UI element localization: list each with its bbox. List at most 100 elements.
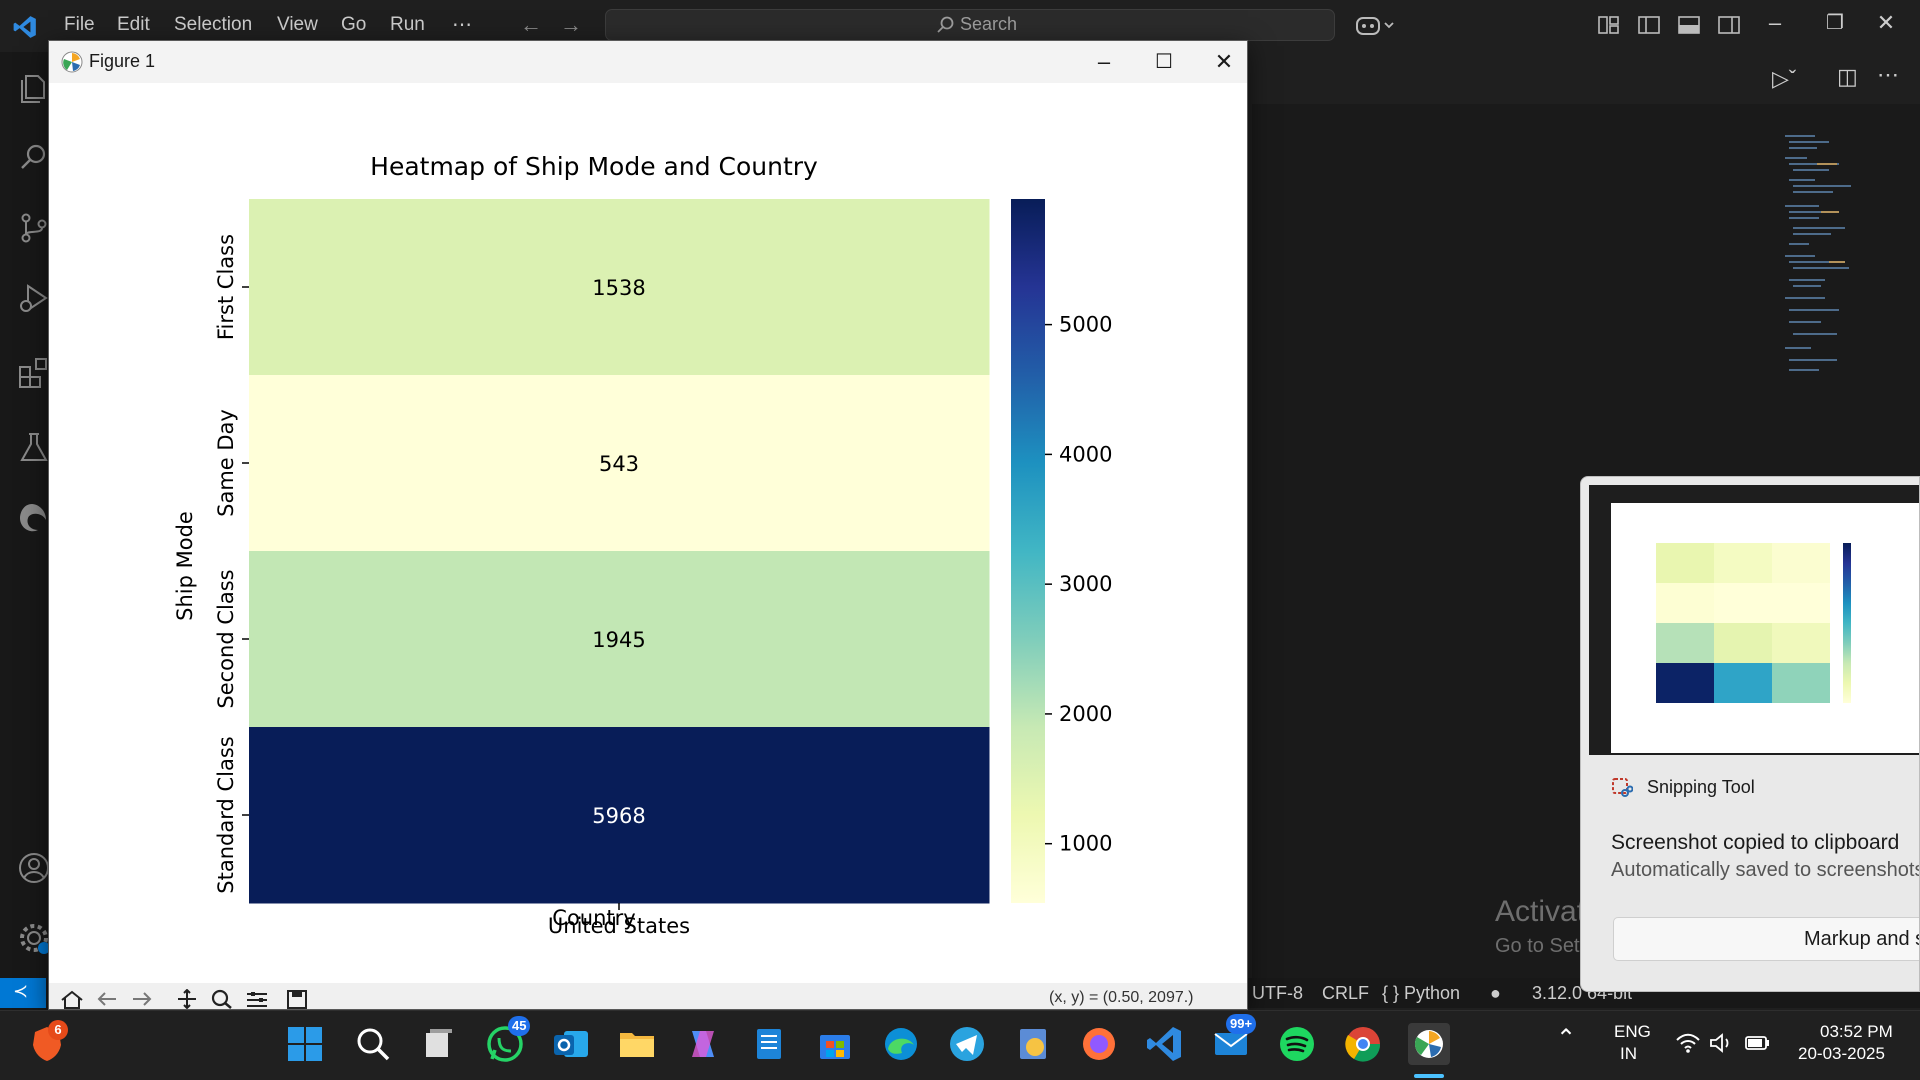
heatmap-value-label: 1538 — [592, 276, 645, 300]
more-actions-icon[interactable]: ⋯ — [1877, 62, 1899, 87]
command-search-box[interactable] — [605, 9, 1335, 41]
copilot-icon[interactable] — [1355, 14, 1395, 38]
menu-selection[interactable]: Selection — [174, 14, 253, 35]
markup-and-share-label: Markup and share — [1804, 928, 1919, 950]
toggle-panel-icon[interactable] — [1678, 15, 1700, 35]
configure-subplots-icon[interactable] — [244, 989, 270, 1009]
heatmap-cell — [249, 199, 990, 376]
run-debug-icon[interactable] — [16, 280, 52, 316]
thumbnail-heatmap-image — [1656, 543, 1851, 703]
markup-and-share-button[interactable]: Markup and share — [1613, 917, 1919, 961]
forward-arrow-icon[interactable] — [129, 989, 155, 1009]
heatmap-value-labels: 1538 543 1945 5968 — [592, 276, 645, 828]
firefox-icon[interactable] — [1078, 1023, 1120, 1065]
photos-app-icon[interactable] — [1012, 1023, 1054, 1065]
pan-icon[interactable] — [174, 989, 200, 1009]
manage-gear-icon[interactable] — [16, 920, 52, 956]
edge-browser-icon[interactable] — [880, 1023, 922, 1065]
search-sidebar-icon[interactable] — [16, 140, 52, 176]
figure-close-icon[interactable]: ✕ — [1214, 49, 1234, 74]
minimap[interactable] — [1785, 135, 1855, 375]
heatmap-value-label: 1945 — [592, 628, 645, 652]
status-copilot-icon[interactable]: ● — [1490, 983, 1501, 1003]
wifi-icon[interactable] — [1675, 1032, 1701, 1054]
row-tick-label: Second Class — [214, 569, 238, 708]
testing-icon[interactable] — [16, 430, 52, 466]
source-control-icon[interactable] — [16, 210, 52, 246]
task-view-icon[interactable] — [418, 1023, 460, 1065]
mail-icon[interactable] — [1210, 1023, 1252, 1065]
notification-title: Screenshot copied to clipboard — [1611, 831, 1900, 854]
status-language[interactable]: { } Python — [1382, 983, 1461, 1003]
x-axis-label: Country — [552, 906, 635, 930]
chrome-icon[interactable] — [1342, 1023, 1384, 1065]
explorer-icon[interactable] — [16, 70, 52, 106]
status-line-ending[interactable]: CRLF — [1322, 983, 1370, 1003]
menu-edit[interactable]: Edit — [117, 14, 150, 35]
snipping-tool-icon — [1612, 778, 1633, 797]
telegram-icon[interactable] — [946, 1023, 988, 1065]
restore-icon[interactable]: ❐ — [1826, 12, 1844, 34]
clock-date[interactable]: 20-03-2025 — [1798, 1044, 1885, 1063]
figure-titlebar: Figure 1 – ☐ ✕ — [49, 41, 1247, 83]
accounts-icon[interactable] — [16, 850, 52, 886]
search-icon — [937, 16, 954, 33]
vscode-taskbar-icon[interactable] — [1144, 1023, 1186, 1065]
active-app-indicator — [1414, 1074, 1444, 1078]
save-icon[interactable] — [284, 989, 310, 1009]
outlook-icon[interactable] — [550, 1023, 592, 1065]
zoom-icon[interactable] — [209, 989, 235, 1009]
split-editor-icon[interactable]: ◫ — [1837, 64, 1858, 89]
taskbar-search-icon[interactable] — [352, 1023, 394, 1065]
clock-time[interactable]: 03:52 PM — [1820, 1022, 1893, 1041]
whatsapp-icon[interactable] — [484, 1023, 526, 1065]
heatmap-cell — [249, 727, 990, 904]
home-icon[interactable] — [59, 989, 85, 1009]
menu-file[interactable]: File — [64, 14, 95, 35]
language-indicator[interactable]: ENG — [1614, 1022, 1651, 1041]
figure-maximize-icon[interactable]: ☐ — [1155, 51, 1173, 73]
row-tick-label: Same Day — [214, 409, 238, 517]
minimize-icon[interactable]: – — [1768, 10, 1782, 35]
customize-layout-icon[interactable] — [1598, 15, 1620, 35]
spotify-icon[interactable] — [1276, 1023, 1318, 1065]
microsoft-store-icon[interactable] — [814, 1023, 856, 1065]
figure-canvas[interactable]: Heatmap of Ship Mode and Country 1538 543… — [49, 83, 1248, 983]
colorbar-tick-label: 4000 — [1059, 442, 1112, 466]
menu-run[interactable]: Run — [390, 14, 425, 35]
figure-minimize-icon[interactable]: – — [1097, 49, 1111, 74]
toggle-primary-sidebar-icon[interactable] — [1638, 15, 1660, 35]
snipping-tool-notification[interactable]: Snipping Tool Screenshot copied to clipb… — [1580, 476, 1920, 992]
column-tick-label: United States — [548, 914, 690, 938]
notepad-icon[interactable] — [748, 1023, 790, 1065]
vscode-logo-icon — [13, 16, 36, 38]
edge-devtools-icon[interactable] — [16, 500, 52, 536]
status-encoding[interactable]: UTF-8 — [1252, 983, 1303, 1003]
nav-forward-icon[interactable]: → — [560, 12, 582, 37]
run-python-file-icon[interactable]: ▷ˇ — [1772, 66, 1797, 91]
nav-back-icon[interactable]: ← — [520, 12, 542, 37]
extensions-icon[interactable] — [16, 355, 52, 391]
menu-more-button[interactable]: ⋯ — [452, 14, 472, 36]
row-tick-label: Standard Class — [214, 736, 238, 893]
show-hidden-icons-icon[interactable]: ⌃ — [1556, 1025, 1577, 1052]
file-explorer-icon[interactable] — [616, 1023, 658, 1065]
menu-go[interactable]: Go — [341, 14, 367, 35]
matplotlib-taskbar-icon[interactable] — [1408, 1023, 1450, 1065]
row-tick-labels: First Class Same Day Second Class Standard … — [214, 234, 249, 894]
brave-badge: 6 — [48, 1020, 68, 1040]
figure-toolbar: (x, y) = (0.50, 2097.) — [49, 983, 1247, 1009]
back-arrow-icon[interactable] — [94, 989, 120, 1009]
menu-view[interactable]: View — [277, 14, 318, 35]
coordinate-readout: (x, y) = (0.50, 2097.) — [1049, 989, 1194, 1006]
close-icon[interactable]: ✕ — [1876, 10, 1896, 35]
remote-indicator-button[interactable]: ≺ — [0, 978, 46, 1008]
screenshot-thumbnail[interactable] — [1589, 485, 1919, 755]
whatsapp-badge: 45 — [508, 1016, 531, 1036]
mail-badge: 99+ — [1226, 1014, 1257, 1034]
toggle-secondary-sidebar-icon[interactable] — [1718, 15, 1740, 35]
start-windows-icon[interactable] — [284, 1023, 326, 1065]
copilot-app-icon[interactable] — [682, 1023, 724, 1065]
volume-icon[interactable] — [1708, 1032, 1734, 1054]
battery-icon[interactable] — [1744, 1032, 1772, 1054]
